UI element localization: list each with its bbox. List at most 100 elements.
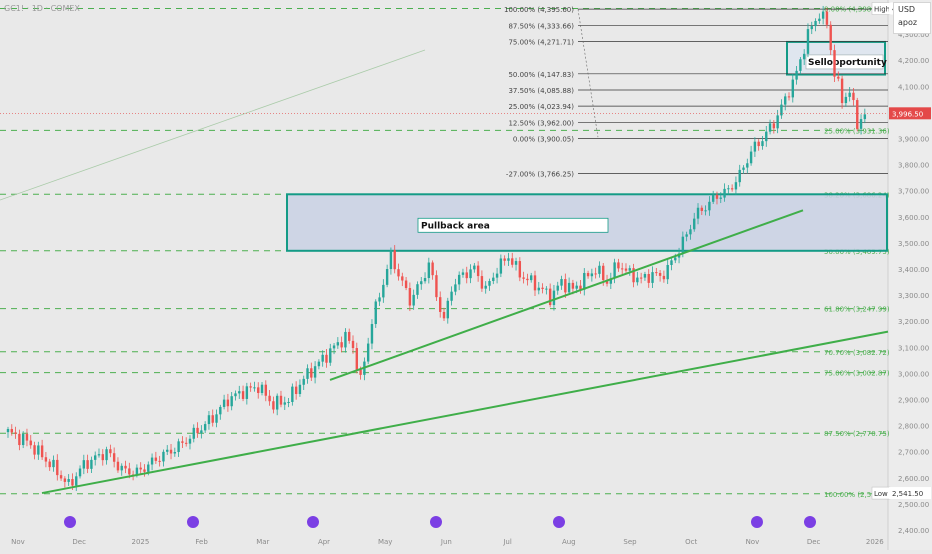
candle-body <box>150 457 154 465</box>
candle-body <box>63 478 67 482</box>
candle-body <box>818 18 821 21</box>
fib-right-label: 0.00% (4,398.00) <box>824 6 885 14</box>
candle-body <box>844 96 848 104</box>
candle-body <box>143 469 146 472</box>
candle-body <box>226 399 230 407</box>
candle-body <box>397 269 400 277</box>
candle-body <box>643 273 647 278</box>
candle-body <box>647 273 650 283</box>
candle-body <box>404 280 408 289</box>
candle-body <box>749 151 753 164</box>
currency-selector[interactable]: USD apoz <box>893 2 931 34</box>
candle-body <box>241 391 245 399</box>
candle-body <box>355 348 358 370</box>
y-tick-label: 3,900.00 <box>898 136 929 144</box>
candle-body <box>700 207 704 211</box>
candle-body <box>401 276 404 281</box>
candle-body <box>374 301 377 325</box>
candle-body <box>776 115 779 129</box>
candle-body <box>332 345 336 349</box>
candle-body <box>594 273 597 275</box>
candle-body <box>689 229 692 235</box>
candle-body <box>586 272 590 277</box>
x-tick-label: 2025 <box>131 538 149 546</box>
candle-body <box>6 428 10 433</box>
event-marker-icon[interactable] <box>430 516 442 528</box>
candle-body <box>541 287 544 289</box>
candle-body <box>412 294 415 306</box>
candle-body <box>636 277 639 283</box>
candle-body <box>211 415 214 423</box>
candle-body <box>507 258 510 261</box>
candle-body <box>124 465 127 469</box>
candle-body <box>230 396 233 407</box>
candle-body <box>624 268 628 271</box>
candle-body <box>863 114 867 120</box>
candle-body <box>294 386 298 394</box>
candle-body <box>810 26 813 30</box>
candle-body <box>344 331 347 348</box>
candle-body <box>29 440 32 446</box>
x-tick-label: Feb <box>195 538 208 546</box>
fib-top-label: 50.00% (4,147.83) <box>508 71 574 79</box>
candle-body <box>279 395 283 405</box>
event-marker-icon[interactable] <box>187 516 199 528</box>
candle-body <box>548 288 552 306</box>
candle-body <box>169 449 173 454</box>
candle-body <box>33 445 36 455</box>
currency-sub-label: apoz <box>898 18 918 27</box>
y-tick-label: 3,600.00 <box>898 214 929 222</box>
candle-body <box>514 261 518 265</box>
candle-body <box>370 324 374 344</box>
candle-body <box>567 282 571 293</box>
x-tick-label: Aug <box>562 538 576 546</box>
candle-body <box>488 281 491 286</box>
pullback-label-box <box>417 217 609 233</box>
y-tick-label: 3,100.00 <box>898 344 929 352</box>
candle-body <box>90 459 93 469</box>
candle-body <box>128 468 131 475</box>
candle-body <box>442 311 446 319</box>
event-marker-icon[interactable] <box>553 516 565 528</box>
candle-body <box>450 291 453 301</box>
candle-body <box>799 59 802 71</box>
candle-body <box>560 279 563 286</box>
fib-right-label: 75.00% (3,002.87) <box>824 370 890 378</box>
candle-body <box>708 201 711 211</box>
candle-body <box>389 250 393 270</box>
candle-body <box>162 451 165 462</box>
candle-body <box>166 449 169 452</box>
candle-body <box>522 277 525 279</box>
event-marker-icon[interactable] <box>307 516 319 528</box>
candle-body <box>556 285 559 291</box>
candle-body <box>632 268 635 283</box>
candle-body <box>454 284 457 292</box>
event-marker-icon[interactable] <box>804 516 816 528</box>
candle-body <box>336 342 340 346</box>
candle-body <box>537 287 540 291</box>
pullback-label: Pullback area <box>421 221 490 231</box>
candle-body <box>784 96 787 105</box>
event-marker-icon[interactable] <box>64 516 76 528</box>
candle-body <box>598 265 601 274</box>
candle-body <box>473 265 476 270</box>
candle-body <box>25 434 29 441</box>
long-trendline[interactable] <box>41 330 889 495</box>
current-price-label: 3,996.50 <box>892 110 923 118</box>
candle-body <box>605 280 609 284</box>
candle-body <box>112 453 116 462</box>
candle-body <box>772 123 776 129</box>
candle-body <box>727 188 730 190</box>
candle-body <box>234 393 237 397</box>
candle-body <box>257 387 260 394</box>
mid-trendline[interactable] <box>329 209 804 381</box>
candle-body <box>674 257 677 261</box>
event-marker-icon[interactable] <box>751 516 763 528</box>
candle-body <box>219 406 222 415</box>
fib-right-label: 70.70% (3,082.72) <box>824 349 890 357</box>
candle-body <box>264 384 268 396</box>
candle-body <box>287 401 290 403</box>
candle-body <box>465 272 468 279</box>
